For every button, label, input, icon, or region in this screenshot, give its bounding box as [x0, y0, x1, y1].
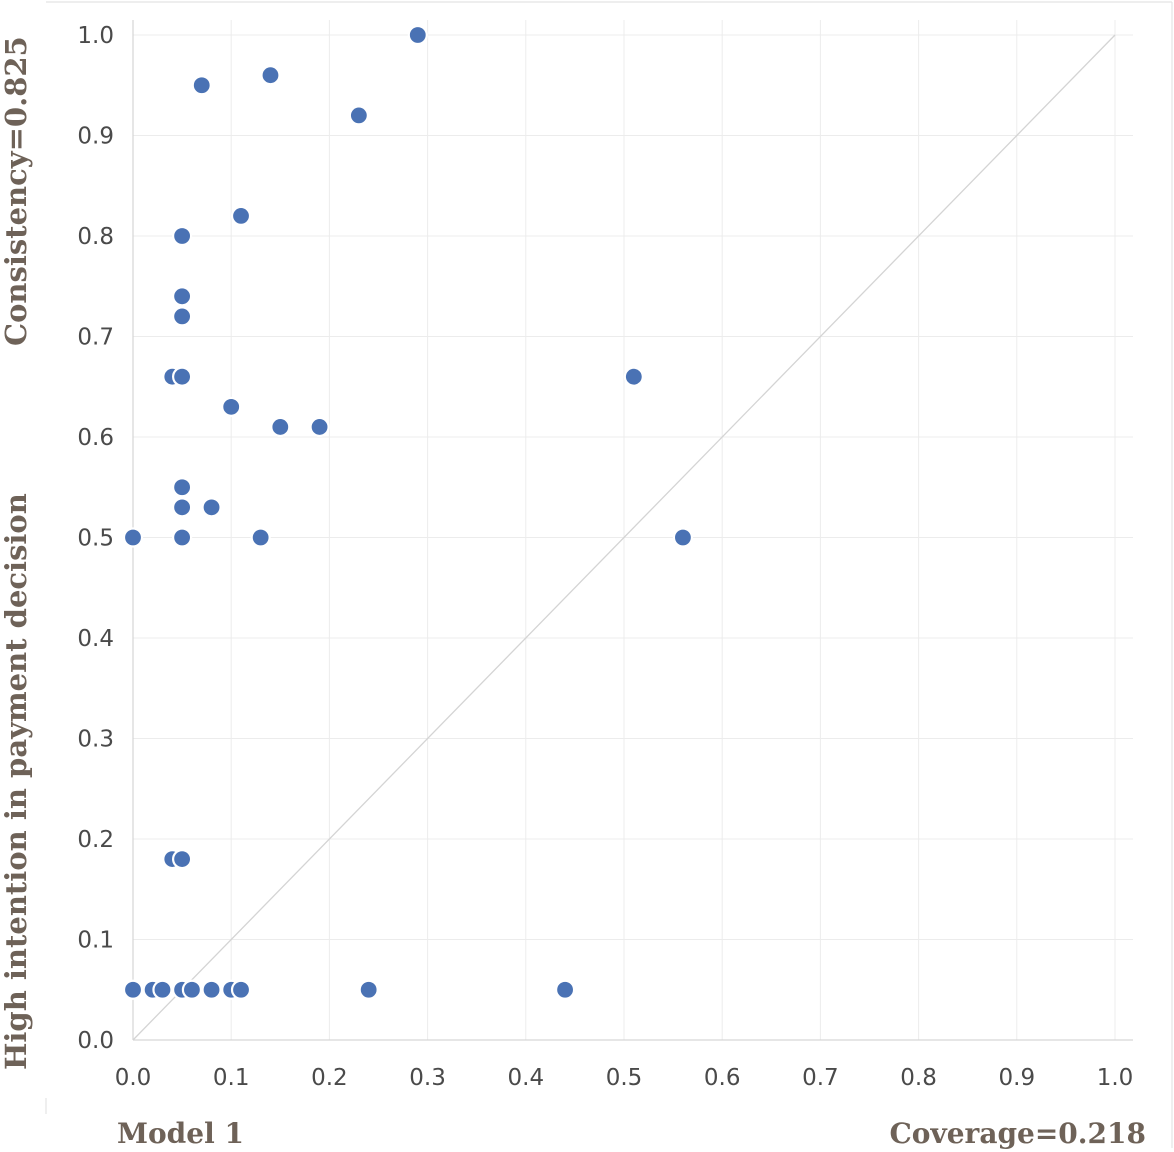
data-point	[172, 306, 193, 327]
y-tick-label: 0.7	[77, 325, 114, 351]
y-tick-label: 0.6	[77, 425, 114, 451]
x-tick-label: 0.3	[409, 1065, 446, 1091]
y-axis-label: High intention in payment decision	[0, 493, 33, 1070]
data-point	[230, 205, 252, 226]
data-point	[122, 527, 144, 548]
data-point	[348, 105, 369, 126]
model-label: Model 1	[117, 1117, 244, 1150]
y-tick-label: 0.2	[77, 827, 114, 853]
y-tick-label: 0.9	[77, 124, 114, 150]
data-point	[201, 497, 222, 518]
x-tick-label: 0.4	[508, 1065, 545, 1091]
data-point	[554, 979, 576, 1000]
data-point	[181, 979, 203, 1000]
data-point	[172, 848, 193, 870]
data-point	[172, 497, 193, 518]
y-tick-label: 0.3	[77, 727, 114, 753]
data-point	[172, 527, 193, 548]
data-point	[221, 396, 242, 417]
y-tick-label: 0.1	[77, 928, 114, 954]
consistency-label: Consistency=0.825	[0, 36, 33, 346]
x-tick-label: 0.9	[999, 1065, 1036, 1091]
y-tick-label: 0.4	[77, 626, 114, 652]
data-point	[201, 979, 222, 1000]
data-point	[230, 979, 252, 1000]
data-point	[172, 477, 193, 498]
data-point	[250, 527, 271, 548]
x-tick-label: 0.6	[704, 1065, 741, 1091]
y-tick-label: 1.0	[77, 23, 114, 49]
data-point	[191, 75, 212, 96]
frame-layer	[45, 1, 1173, 1148]
data-point	[358, 979, 379, 1000]
data-point	[122, 979, 144, 1000]
data-point	[309, 416, 330, 438]
data-point	[672, 527, 694, 548]
y-tick-label: 0.8	[77, 224, 114, 250]
data-point	[270, 416, 291, 438]
data-point	[172, 286, 193, 307]
y-tick-labels: 0.0 0.1 0.2 0.3 0.4 0.5 0.6 0.7 0.8 0.9 1.0	[77, 23, 114, 1054]
x-tick-label: 0.8	[900, 1065, 937, 1091]
x-tick-label: 0.2	[311, 1065, 348, 1091]
x-tick-label: 0.0	[115, 1065, 152, 1091]
y-tick-label: 0.5	[77, 526, 114, 552]
data-points	[122, 24, 694, 1000]
diagonal-reference-line	[132, 34, 1116, 1041]
data-point	[623, 366, 644, 387]
x-tick-label: 0.1	[213, 1065, 250, 1091]
x-tick-label: 0.5	[606, 1065, 643, 1091]
data-point	[172, 225, 193, 247]
x-tick-label: 0.7	[802, 1065, 839, 1091]
data-point	[152, 979, 173, 1000]
data-point	[260, 65, 281, 86]
y-tick-label: 0.0	[77, 1028, 114, 1054]
coverage-label: Coverage=0.218	[890, 1117, 1146, 1150]
grid-layer	[133, 20, 1133, 1040]
data-point	[172, 366, 193, 387]
x-tick-label: 1.0	[1097, 1065, 1134, 1091]
x-tick-labels: 0.0 0.1 0.2 0.3 0.4 0.5 0.6 0.7 0.8 0.9 1.0	[115, 1065, 1134, 1091]
data-point	[407, 24, 428, 46]
